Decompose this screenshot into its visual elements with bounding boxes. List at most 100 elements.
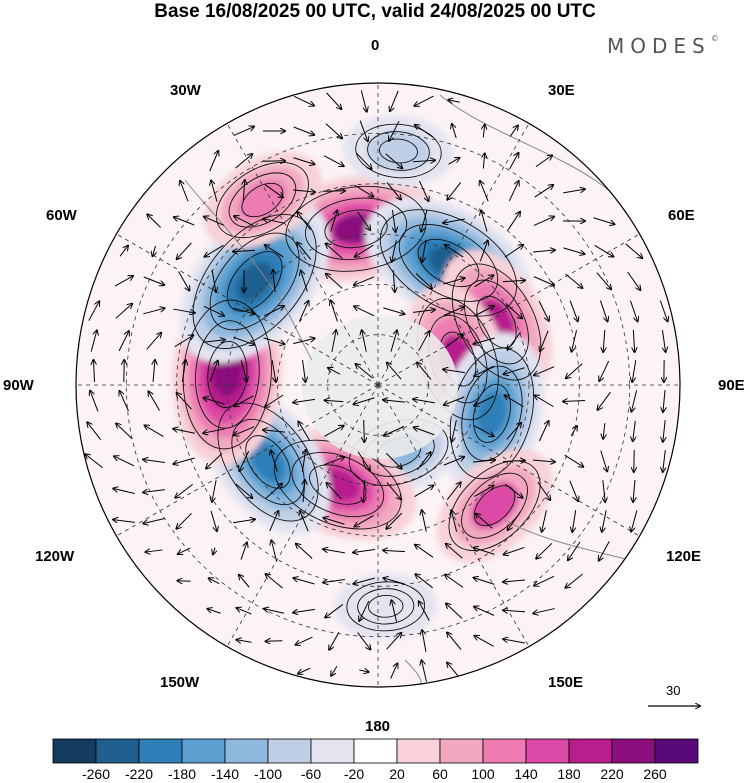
- wind-vector: [301, 271, 308, 292]
- colorbar-swatch: [224, 738, 269, 764]
- colorbar-label: -260: [81, 766, 111, 782]
- wind-vector: [330, 210, 337, 232]
- streamline-contour: [473, 485, 516, 527]
- wind-vector: [180, 181, 189, 202]
- wind-vector: [355, 515, 374, 526]
- wind-vector: [90, 330, 97, 352]
- wind-vector: [444, 334, 462, 349]
- wind-vector: [271, 360, 276, 382]
- wind-vector: [177, 242, 192, 259]
- wind-vector: [507, 331, 521, 350]
- wind-vector: [659, 300, 667, 322]
- wind-vector: [297, 242, 312, 260]
- wind-vector: [359, 120, 368, 142]
- wind-vector: [390, 90, 399, 111]
- wind-vector: [203, 305, 224, 315]
- colorbar-swatch: [654, 738, 699, 764]
- wind-vector: [87, 422, 102, 440]
- wind-vector: [603, 329, 605, 352]
- colorbar-swatch: [267, 738, 312, 764]
- streamline-contour: [448, 460, 541, 552]
- colorbar-label: 100: [471, 766, 495, 782]
- wind-vector: [203, 340, 225, 343]
- wind-vector: [119, 246, 128, 257]
- wind-vector: [298, 667, 311, 673]
- wind-vector: [483, 125, 484, 138]
- colorbar-label: -60: [300, 766, 322, 782]
- wind-vector: [393, 269, 395, 292]
- wind-vector: [209, 151, 219, 172]
- wind-vector: [234, 426, 255, 436]
- wind-vector: [447, 181, 462, 199]
- wind-vector: [473, 306, 494, 317]
- wind-vector: [600, 450, 607, 472]
- wind-vector: [502, 280, 525, 281]
- wind-vector: [353, 397, 375, 405]
- wind-vector: [273, 270, 275, 292]
- wind-vector: [213, 547, 215, 555]
- wind-vector: [564, 454, 584, 467]
- wind-vector: [360, 90, 366, 111]
- wind-vector: [474, 486, 493, 497]
- wind-vector: [177, 393, 192, 410]
- colorbar-label: 260: [643, 766, 667, 782]
- wind-vector: [173, 308, 195, 313]
- streamline-contour: [217, 402, 319, 522]
- wind-vector: [445, 575, 464, 588]
- wind-vector: [236, 640, 252, 642]
- wind-vector: [323, 457, 345, 466]
- wind-vector: [174, 335, 194, 348]
- wind-vector: [473, 337, 495, 344]
- wind-vector: [296, 636, 313, 645]
- anomaly-level: [237, 179, 287, 221]
- wind-vector: [233, 519, 255, 524]
- wind-vector: [565, 573, 583, 588]
- wind-vector: [176, 512, 192, 528]
- wind-vector: [357, 632, 371, 650]
- lon-label-150e: 150E: [548, 674, 584, 691]
- map-title: Base 16/08/2025 00 UTC, valid 24/08/2025…: [154, 1, 596, 22]
- wind-vector: [418, 331, 429, 351]
- wind-vector: [663, 420, 665, 442]
- streamline-contour: [285, 185, 427, 272]
- wind-vector: [297, 212, 311, 231]
- wind-vector: [603, 423, 605, 439]
- wind-vector: [532, 250, 555, 252]
- wind-vector: [509, 153, 519, 170]
- wind-vector: [206, 453, 223, 468]
- wind-vector: [538, 421, 548, 442]
- meridian-line: [377, 123, 530, 386]
- wind-vector: [211, 270, 216, 292]
- wind-vector: [354, 184, 374, 197]
- wind-vector: [474, 275, 494, 288]
- wind-vector: [534, 185, 553, 198]
- wind-vector: [143, 490, 165, 493]
- wind-vector: [264, 609, 285, 614]
- wind-vector: [535, 155, 552, 168]
- wind-vector: [233, 336, 255, 344]
- wind-vector: [472, 460, 495, 462]
- anomaly-level: [213, 352, 242, 397]
- streamline-contour: [291, 452, 385, 518]
- meridian-line: [226, 123, 379, 386]
- wind-vector: [303, 480, 305, 503]
- colorbar-label: 180: [557, 766, 581, 782]
- wind-vector: [355, 244, 374, 257]
- wind-vector: [632, 360, 637, 382]
- wind-vector: [265, 484, 282, 499]
- wind-vector: [566, 363, 583, 379]
- wind-vector: [239, 450, 250, 471]
- modes-logo: MODES©: [607, 34, 719, 58]
- wind-vector: [303, 360, 306, 382]
- lon-label-90w: 90W: [3, 377, 34, 394]
- wind-vector: [502, 461, 525, 462]
- wind-vector: [508, 511, 521, 530]
- wind-vector: [415, 125, 434, 138]
- wind-vector: [383, 400, 405, 402]
- wind-vector: [474, 636, 494, 647]
- wind-vector: [533, 276, 554, 286]
- wind-vector: [565, 273, 583, 288]
- wind-vector: [631, 390, 638, 411]
- streamline-contour: [226, 251, 283, 312]
- wind-vector: [293, 95, 314, 105]
